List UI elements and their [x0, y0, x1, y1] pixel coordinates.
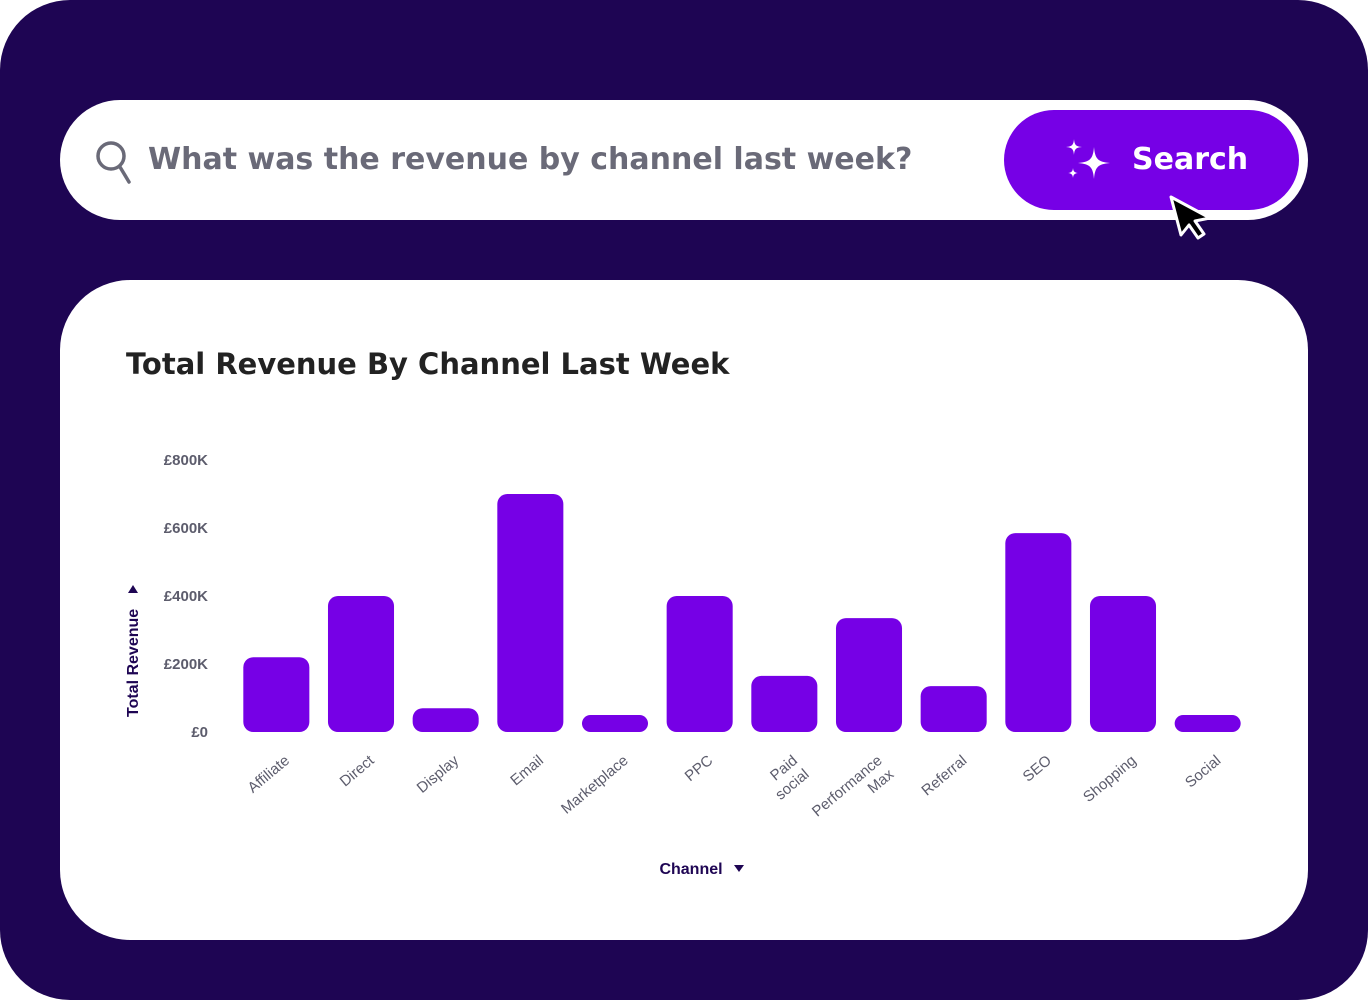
- caret-down-icon: [734, 865, 744, 872]
- y-axis-label: Total Revenue: [125, 609, 142, 717]
- x-tick-label: Referral: [918, 752, 970, 799]
- caret-down-icon: [128, 585, 138, 593]
- cursor-icon: [1169, 195, 1212, 240]
- x-axis-title[interactable]: Channel: [659, 861, 744, 878]
- x-tick-label: SEO: [1020, 752, 1055, 785]
- y-tick-label: £0: [191, 724, 208, 741]
- x-tick-label: Paidsocial: [761, 752, 813, 803]
- y-tick-label: £600K: [164, 520, 208, 537]
- bar-affiliate[interactable]: [243, 657, 310, 732]
- chart-title: Total Revenue By Channel Last Week: [126, 347, 730, 381]
- bar-ppc[interactable]: [666, 596, 733, 732]
- x-tick-label: Email: [507, 752, 547, 789]
- bar-email[interactable]: [497, 494, 564, 732]
- bar-social[interactable]: [1174, 715, 1241, 732]
- bar-seo[interactable]: [1005, 533, 1072, 732]
- search-button-label: Search: [1132, 142, 1249, 177]
- bar-referral[interactable]: [920, 686, 987, 732]
- y-tick-label: £400K: [164, 588, 208, 605]
- x-tick-label: Marketplace: [558, 752, 632, 818]
- x-axis: Affiliate Direct Display Email Marketplace PP…: [245, 752, 1225, 834]
- x-tick-label: Shopping: [1080, 752, 1139, 806]
- bar-performance-max[interactable]: [835, 618, 903, 732]
- bar-series: [243, 494, 1241, 732]
- bar-direct[interactable]: [327, 596, 395, 732]
- x-tick-label: PerformanceMax: [809, 752, 898, 834]
- x-tick-label: Direct: [337, 752, 379, 791]
- search-input[interactable]: What was the revenue by channel last wee…: [148, 142, 913, 177]
- bar-display[interactable]: [412, 708, 479, 732]
- y-tick-label: £200K: [164, 656, 208, 673]
- x-axis-label: Channel: [659, 861, 722, 878]
- bar-shopping[interactable]: [1089, 596, 1157, 732]
- search-icon: [96, 141, 131, 184]
- x-tick-label: Social: [1182, 752, 1224, 791]
- y-axis: £0 £200K £400K £600K £800K: [164, 452, 208, 741]
- x-tick-label: Affiliate: [245, 752, 293, 796]
- x-tick-label: PPC: [682, 752, 717, 785]
- sparkle-icon: [1066, 139, 1110, 179]
- bar-marketplace[interactable]: [581, 715, 649, 732]
- bar-paid-social[interactable]: [751, 675, 818, 732]
- search-button[interactable]: Search: [1004, 110, 1299, 210]
- y-tick-label: £800K: [164, 452, 208, 469]
- y-axis-title[interactable]: Total Revenue: [125, 585, 142, 717]
- x-tick-label: Display: [414, 752, 463, 797]
